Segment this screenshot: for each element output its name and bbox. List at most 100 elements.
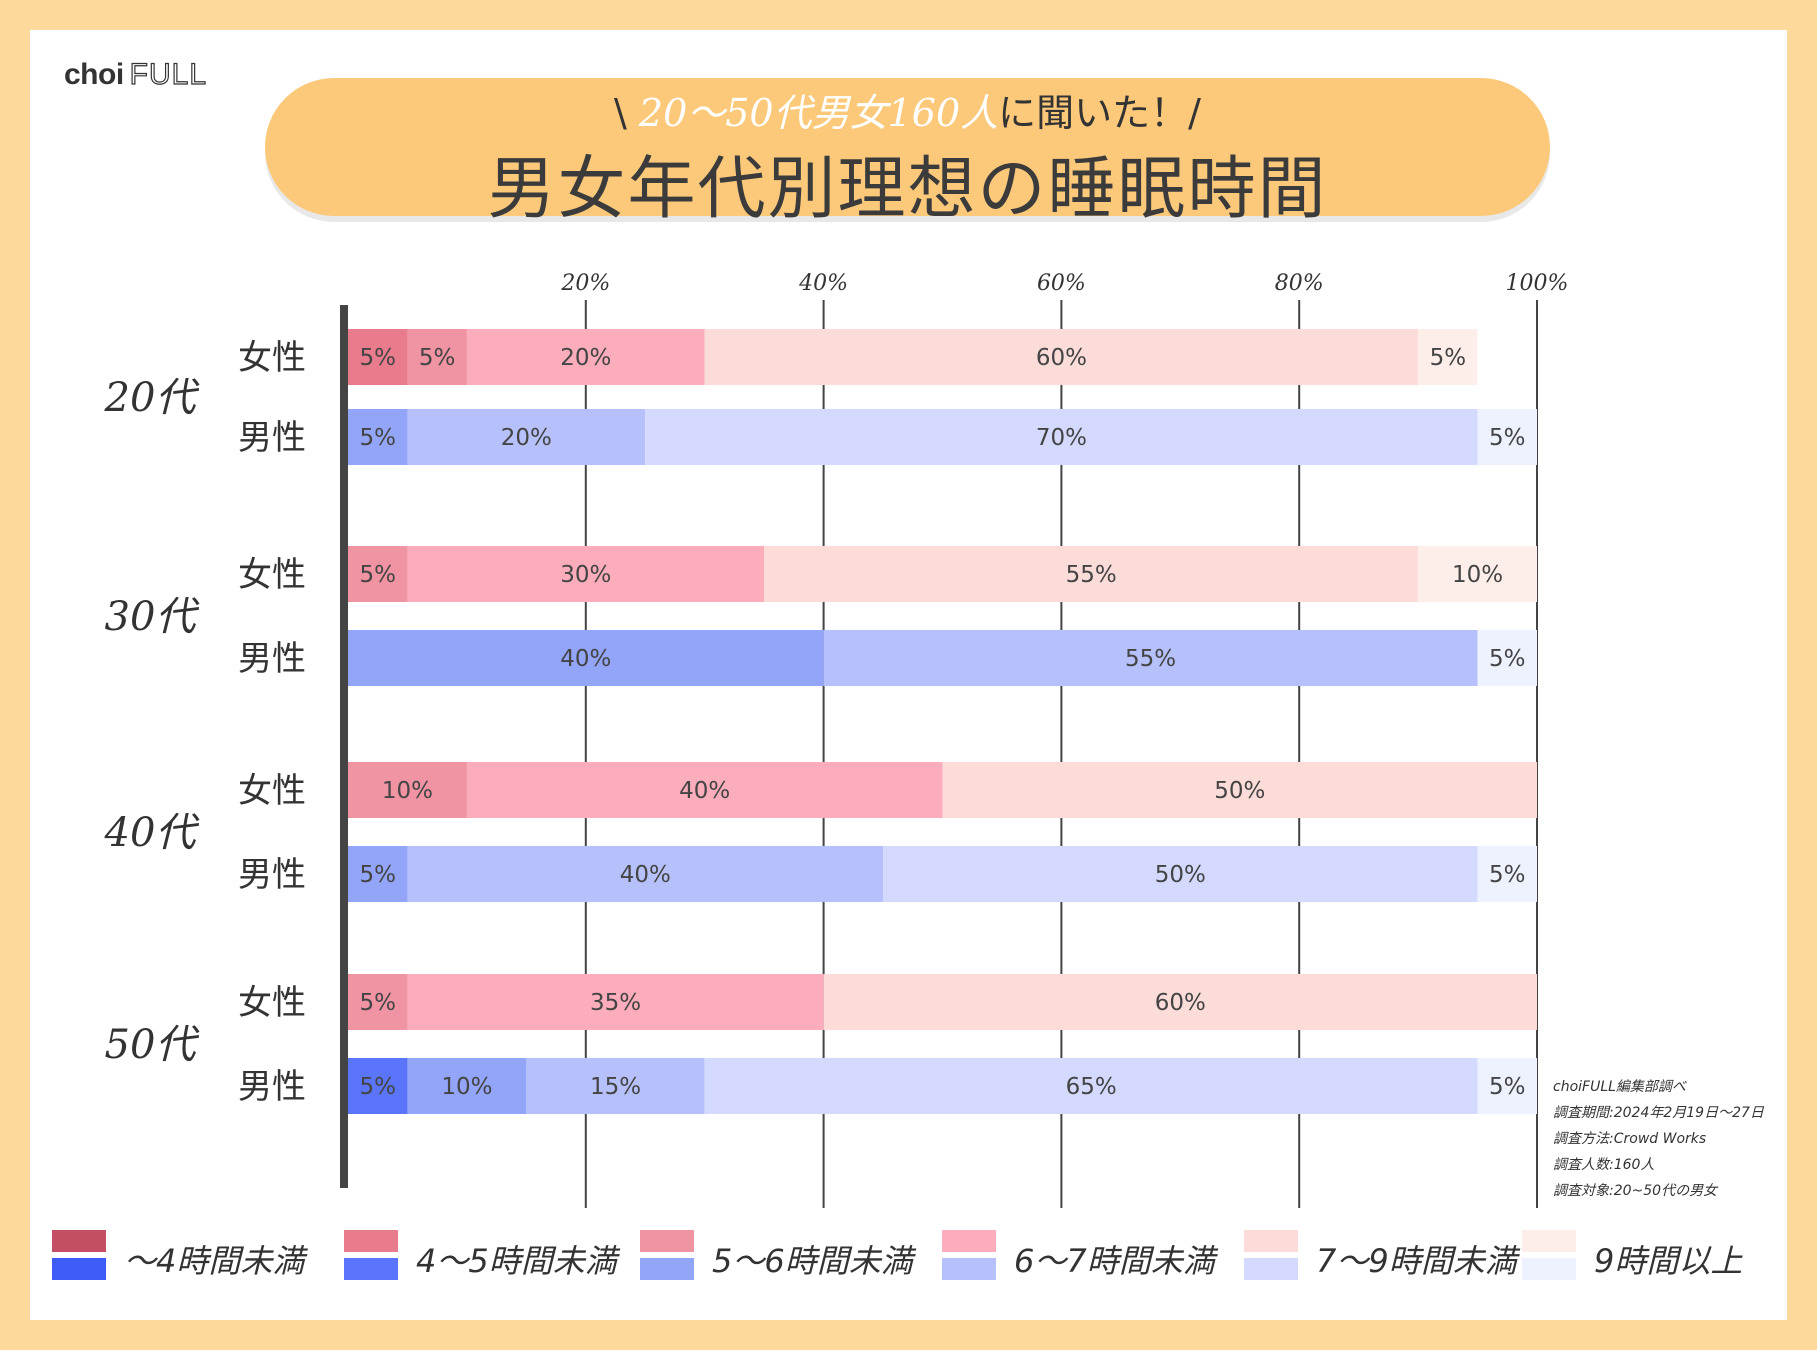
bar-value-label: 35% bbox=[590, 990, 641, 1016]
bar-value-label: 50% bbox=[1155, 862, 1206, 888]
bar-segment bbox=[348, 630, 824, 686]
bar-segment bbox=[407, 329, 467, 385]
bar-value-label: 5% bbox=[1489, 425, 1526, 451]
bar-segment bbox=[645, 409, 1478, 465]
bar-value-label: 40% bbox=[679, 778, 730, 804]
bar-segment bbox=[466, 329, 705, 385]
bar-segment bbox=[348, 329, 408, 385]
note-target: 調査対象:20~50代の男女 bbox=[1553, 1183, 1718, 1199]
bar-value-label: 5% bbox=[359, 1074, 396, 1100]
legend-label: 9時間以上 bbox=[1594, 1242, 1743, 1280]
legend: 〜4時間未満 4〜5時間未満 5〜6時間未満 6〜7時間未満 7〜9時間未満 9時間以上 bbox=[52, 1228, 1772, 1288]
bar-value-label: 5% bbox=[1489, 862, 1526, 888]
bar-segment bbox=[823, 630, 1478, 686]
bar-value-label: 20% bbox=[501, 425, 552, 451]
subtitle-prefix: \ bbox=[614, 91, 639, 135]
subtitle-suffix: に聞いた！/ bbox=[998, 91, 1201, 135]
bar-segment bbox=[704, 1058, 1478, 1114]
sex-label: 男性 bbox=[238, 855, 306, 895]
legend-label: 7〜9時間未満 bbox=[1316, 1242, 1517, 1280]
sex-label: 女性 bbox=[238, 338, 306, 378]
legend-label: 5〜6時間未満 bbox=[712, 1242, 913, 1280]
legend-swatch-male bbox=[1244, 1258, 1298, 1280]
bar-value-label: 15% bbox=[590, 1074, 641, 1100]
bar-segment bbox=[407, 546, 765, 602]
bar-value-label: 70% bbox=[1036, 425, 1087, 451]
bar-segment bbox=[764, 546, 1419, 602]
x-tick-label: 100% bbox=[1506, 271, 1569, 296]
bar-value-label: 5% bbox=[419, 345, 456, 371]
bar-value-label: 30% bbox=[560, 562, 611, 588]
sex-label: 男性 bbox=[238, 1067, 306, 1107]
bar-value-label: 5% bbox=[359, 345, 396, 371]
bar-segment bbox=[348, 762, 467, 818]
age-group-label: 50代 bbox=[105, 1022, 200, 1068]
age-group-label: 30代 bbox=[105, 594, 200, 640]
bar-segment bbox=[1477, 846, 1537, 902]
logo-text-full: FULL bbox=[129, 57, 208, 91]
bar-segment bbox=[1418, 546, 1537, 602]
bar-segment bbox=[407, 1058, 527, 1114]
sex-label: 女性 bbox=[238, 983, 306, 1023]
bar-segment bbox=[1418, 329, 1478, 385]
brand-logo: choi FULL bbox=[64, 57, 208, 92]
bar-segment bbox=[883, 846, 1478, 902]
bar-value-label: 65% bbox=[1066, 1074, 1117, 1100]
bar-segment bbox=[348, 546, 408, 602]
bar-segment bbox=[823, 974, 1537, 1030]
age-group-label: 40代 bbox=[104, 810, 200, 856]
chart-subtitle: \ 20〜50代男女160人に聞いた！/ bbox=[265, 82, 1550, 137]
bar-segment bbox=[348, 974, 408, 1030]
note-source: choiFULL編集部調べ bbox=[1553, 1079, 1686, 1095]
legend-swatch-female bbox=[344, 1230, 398, 1252]
bar-segment bbox=[407, 974, 824, 1030]
note-period: 調査期間:2024年2月19日〜27日 bbox=[1553, 1105, 1764, 1121]
subtitle-highlight: 20〜50代男女160人 bbox=[638, 91, 999, 135]
bar-segment bbox=[466, 762, 943, 818]
bar-segment bbox=[348, 846, 408, 902]
bar-value-label: 40% bbox=[560, 646, 611, 672]
logo-text-choi: choi bbox=[64, 58, 124, 91]
bar-value-label: 10% bbox=[1452, 562, 1503, 588]
sex-label: 女性 bbox=[238, 555, 306, 595]
bar-segment bbox=[407, 409, 646, 465]
bar-value-label: 5% bbox=[359, 862, 396, 888]
bar-value-label: 55% bbox=[1066, 562, 1117, 588]
bar-value-label: 5% bbox=[1430, 345, 1467, 371]
legend-swatch-male bbox=[942, 1258, 996, 1280]
bar-segment bbox=[526, 1058, 705, 1114]
bar-value-label: 40% bbox=[620, 862, 671, 888]
sex-label: 男性 bbox=[238, 418, 306, 458]
legend-swatch-female bbox=[640, 1230, 694, 1252]
legend-label: 〜4時間未満 bbox=[124, 1242, 305, 1280]
bar-value-label: 60% bbox=[1036, 345, 1087, 371]
legend-swatch-male bbox=[52, 1258, 106, 1280]
bar-segment bbox=[348, 409, 408, 465]
legend-swatch-male bbox=[640, 1258, 694, 1280]
bar-segment bbox=[348, 1058, 408, 1114]
bar-value-label: 5% bbox=[359, 425, 396, 451]
x-tick-label: 60% bbox=[1037, 271, 1086, 296]
bar-value-label: 10% bbox=[441, 1074, 492, 1100]
legend-swatch-female bbox=[1522, 1230, 1576, 1252]
age-group-label: 20代 bbox=[104, 375, 200, 421]
legend-swatch-female bbox=[52, 1230, 106, 1252]
note-count: 調査人数:160人 bbox=[1553, 1157, 1655, 1173]
legend-swatch-male bbox=[1522, 1258, 1576, 1280]
legend-swatch-male bbox=[344, 1258, 398, 1280]
x-tick-label: 80% bbox=[1275, 271, 1324, 296]
bar-value-label: 5% bbox=[359, 562, 396, 588]
bar-value-label: 5% bbox=[359, 990, 396, 1016]
sex-label: 男性 bbox=[238, 639, 306, 679]
legend-label: 4〜5時間未満 bbox=[416, 1242, 617, 1280]
chart-title: 男女年代別理想の睡眠時間 bbox=[487, 150, 1328, 229]
x-tick-label: 20% bbox=[560, 271, 610, 296]
bar-segment bbox=[1477, 1058, 1537, 1114]
bar-segment bbox=[1477, 409, 1537, 465]
bar-value-label: 55% bbox=[1125, 646, 1176, 672]
legend-swatch-female bbox=[1244, 1230, 1298, 1252]
bar-value-label: 5% bbox=[1489, 646, 1526, 672]
bar-segment bbox=[1477, 630, 1537, 686]
sex-label: 女性 bbox=[238, 771, 306, 811]
